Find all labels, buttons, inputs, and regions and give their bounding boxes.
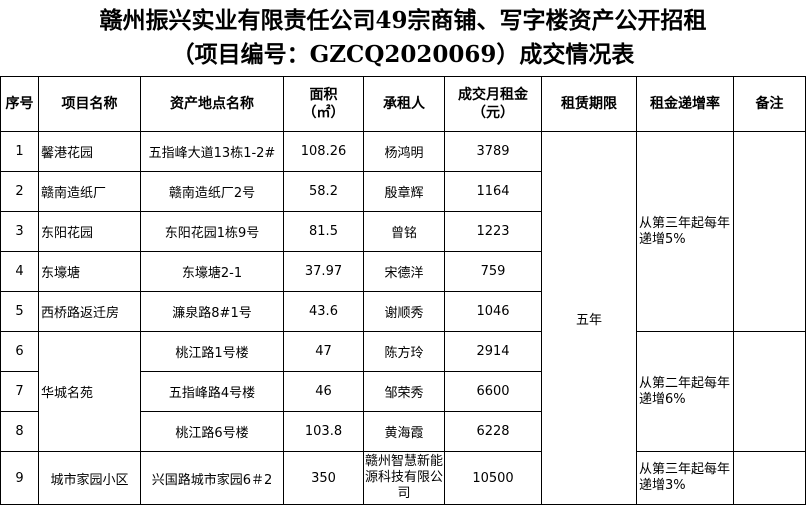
cell-project: 馨港花园 <box>38 131 141 172</box>
cell-area: 47 <box>283 331 364 372</box>
table-row: 2 赣南造纸厂 赣南造纸厂2号 58.2 殷章辉 1164 <box>0 171 806 212</box>
cell-location: 五指峰大道13栋1-2# <box>140 131 284 172</box>
cell-rent: 6228 <box>444 411 542 452</box>
cell-location: 东阳花园1栋9号 <box>140 211 284 252</box>
table-row: 3 东阳花园 东阳花园1栋9号 81.5 曾铭 1223 <box>0 211 806 252</box>
page-title: 赣州振兴实业有限责任公司49宗商铺、写字楼资产公开招租 （项目编号：GZCQ20… <box>99 7 707 68</box>
cell-tenant: 宋德洋 <box>363 251 445 292</box>
col-area: 面积 （㎡） <box>283 76 364 132</box>
table-row: 6 华城名苑 桃江路1号楼 47 陈方玲 2914 从第二年起每年递增6% <box>0 331 806 452</box>
cell-area: 81.5 <box>283 211 364 252</box>
cell-project: 东阳花园 <box>38 211 141 252</box>
col-term: 租赁期限 <box>541 76 637 132</box>
table-row: 5 西桥路返迁房 濂泉路8#1号 43.6 谢顺秀 1046 <box>0 291 806 332</box>
cell-tenant: 赣州智慧新能源科技有限公司 <box>363 451 445 505</box>
cell-rent: 2914 <box>444 331 542 372</box>
cell-area: 103.8 <box>283 411 364 452</box>
cell-project: 赣南造纸厂 <box>38 171 141 212</box>
cell-term: 五年 <box>541 131 637 505</box>
results-table: 序号 项目名称 资产地点名称 面积 （㎡） 承租人 成交月租金 （元） 租赁期限… <box>0 76 806 505</box>
cell-project: 东壕塘 <box>38 251 141 292</box>
cell-tenant: 曾铭 <box>363 211 445 252</box>
cell-no: 6 <box>0 331 39 372</box>
cell-tenant: 陈方玲 <box>363 331 445 372</box>
cell-rent: 3789 <box>444 131 542 172</box>
cell-no: 1 <box>0 131 39 172</box>
col-tenant: 承租人 <box>363 76 445 132</box>
cell-area: 37.97 <box>283 251 364 292</box>
table-row: 8 桃江路6号楼 103.8 黄海霞 6228 <box>0 411 806 452</box>
cell-location: 五指峰路4号楼 <box>140 371 284 412</box>
cell-remarks <box>733 451 806 505</box>
cell-location: 兴国路城市家园6＃2 <box>140 451 284 505</box>
cell-project: 城市家园小区 <box>38 451 141 505</box>
cell-increase: 从第二年起每年递增6% <box>636 331 734 452</box>
cell-no: 4 <box>0 251 39 292</box>
cell-rent: 1164 <box>444 171 542 212</box>
cell-no: 7 <box>0 371 39 412</box>
cell-location: 桃江路1号楼 <box>140 331 284 372</box>
cell-rent: 6600 <box>444 371 542 412</box>
cell-area: 350 <box>283 451 364 505</box>
col-project: 项目名称 <box>38 76 141 132</box>
cell-location: 东壕塘2-1 <box>140 251 284 292</box>
cell-rent: 1223 <box>444 211 542 252</box>
cell-area: 58.2 <box>283 171 364 212</box>
col-location: 资产地点名称 <box>140 76 284 132</box>
cell-location: 濂泉路8#1号 <box>140 291 284 332</box>
header-row: 序号 项目名称 资产地点名称 面积 （㎡） 承租人 成交月租金 （元） 租赁期限… <box>0 76 806 132</box>
cell-no: 9 <box>0 451 39 505</box>
cell-increase: 从第三年起每年递增3% <box>636 451 734 505</box>
table-row: 9 城市家园小区 兴国路城市家园6＃2 350 赣州智慧新能源科技有限公司 10… <box>0 451 806 505</box>
cell-location: 赣南造纸厂2号 <box>140 171 284 212</box>
cell-tenant: 谢顺秀 <box>363 291 445 332</box>
cell-area: 43.6 <box>283 291 364 332</box>
table-row: 4 东壕塘 东壕塘2-1 37.97 宋德洋 759 <box>0 251 806 292</box>
col-increase: 租金递增率 <box>636 76 734 132</box>
cell-tenant: 邹荣秀 <box>363 371 445 412</box>
cell-area: 108.26 <box>283 131 364 172</box>
cell-remarks <box>733 331 806 452</box>
cell-tenant: 杨鸿明 <box>363 131 445 172</box>
cell-increase: 从第三年起每年递增5% <box>636 131 734 332</box>
cell-no: 3 <box>0 211 39 252</box>
col-no: 序号 <box>0 76 39 132</box>
cell-rent: 1046 <box>444 291 542 332</box>
col-rent: 成交月租金 （元） <box>444 76 542 132</box>
cell-tenant: 殷章辉 <box>363 171 445 212</box>
cell-area: 46 <box>283 371 364 412</box>
cell-rent: 759 <box>444 251 542 292</box>
table-row: 7 五指峰路4号楼 46 邹荣秀 6600 <box>0 371 806 412</box>
cell-project: 西桥路返迁房 <box>38 291 141 332</box>
cell-remarks <box>733 131 806 332</box>
cell-no: 8 <box>0 411 39 452</box>
cell-location: 桃江路6号楼 <box>140 411 284 452</box>
cell-no: 2 <box>0 171 39 212</box>
cell-rent: 10500 <box>444 451 542 505</box>
cell-no: 5 <box>0 291 39 332</box>
table-row: 1 馨港花园 五指峰大道13栋1-2# 108.26 杨鸿明 3789 五年 从… <box>0 131 806 505</box>
col-remarks: 备注 <box>733 76 806 132</box>
cell-project: 华城名苑 <box>38 331 141 452</box>
cell-tenant: 黄海霞 <box>363 411 445 452</box>
